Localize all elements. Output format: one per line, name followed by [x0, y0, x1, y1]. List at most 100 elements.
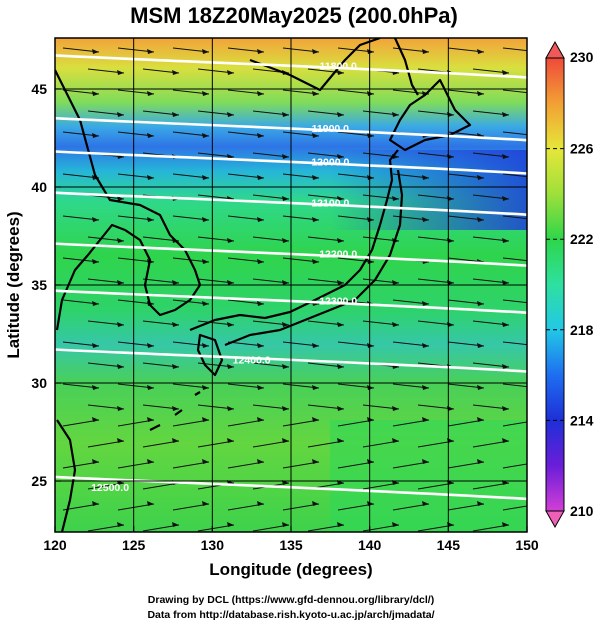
height-contour — [55, 116, 527, 142]
streamline-arrow — [117, 438, 124, 443]
streamline-arrow — [92, 417, 99, 422]
streamline-arrow — [422, 217, 429, 222]
colorbar-top-arrow — [545, 40, 565, 59]
streamline-arrow — [202, 49, 209, 54]
streamline-arrow — [502, 438, 509, 443]
streamline-arrow — [257, 417, 264, 422]
colorbar-tick-label: 214 — [570, 412, 594, 428]
y-axis: 25 30 35 40 45 — [31, 81, 61, 489]
streamline-arrow — [367, 133, 374, 138]
streamline-arrow — [92, 259, 99, 264]
x-tick-label: 130 — [201, 537, 225, 553]
streamline — [502, 463, 527, 469]
streamline-arrow — [502, 406, 509, 411]
streamline-arrow — [117, 406, 124, 411]
streamline — [502, 421, 527, 427]
streamline-arrow — [147, 49, 154, 54]
chart-title: MSM 18Z20May2025 (200.0hPa) — [130, 3, 458, 28]
contour-label: 12500.0 — [91, 482, 129, 494]
y-tick-label: 45 — [31, 81, 47, 97]
streamline-arrow — [227, 322, 234, 327]
streamline-arrow — [312, 259, 319, 264]
streamline-arrow — [532, 259, 539, 264]
streamline-arrow — [477, 49, 484, 54]
coastline-honshu-south — [224, 169, 404, 347]
streamline-arrow — [477, 217, 484, 222]
streamline-arrow — [392, 406, 399, 411]
streamline-arrow — [392, 522, 399, 527]
streamline-arrow — [367, 459, 374, 464]
height-contour — [55, 54, 527, 79]
colorbar-body — [545, 57, 565, 512]
streamline-arrow — [337, 364, 344, 369]
streamline-arrow — [147, 417, 154, 422]
streamline-arrow — [92, 301, 99, 306]
streamline-arrow — [202, 259, 209, 264]
streamline-arrow — [92, 49, 99, 54]
streamline-arrow — [257, 217, 264, 222]
streamline-arrow — [502, 522, 509, 527]
contour-label: 12200.0 — [319, 249, 357, 261]
streamline-arrow — [202, 133, 209, 138]
streamline-arrow — [117, 322, 124, 327]
streamline-arrow — [367, 343, 374, 348]
streamline-arrow — [92, 385, 99, 390]
streamline-arrow — [312, 501, 319, 506]
streamline — [502, 299, 527, 304]
streamline-arrow — [282, 238, 289, 243]
streamline-arrow — [117, 364, 124, 369]
streamline-arrow — [227, 364, 234, 369]
streamline-arrow — [422, 343, 429, 348]
streamline-arrow — [337, 322, 344, 327]
x-tick-label: 140 — [358, 537, 382, 553]
streamline-arrow — [337, 196, 344, 201]
streamline-arrow — [337, 238, 344, 243]
streamline-arrow — [227, 70, 234, 75]
contour-label: 11900.0 — [312, 123, 350, 135]
streamline-arrow — [257, 501, 264, 506]
streamline-arrow — [257, 459, 264, 464]
streamline-arrow — [337, 70, 344, 75]
streamline-arrow — [257, 49, 264, 54]
y-tick-label: 35 — [31, 277, 47, 293]
streamline-arrow — [227, 112, 234, 117]
streamline-arrow — [312, 217, 319, 222]
height-contour — [55, 289, 527, 314]
colorbar-bottom-arrow — [545, 510, 565, 529]
height-contour — [55, 150, 527, 175]
streamline-arrow — [367, 217, 374, 222]
credit-drawing: Drawing by DCL (https://www.gfd-dennou.o… — [148, 594, 434, 606]
streamline-arrow — [392, 112, 399, 117]
streamline-arrow — [202, 385, 209, 390]
streamline-arrow — [477, 459, 484, 464]
coastline-honshu — [189, 149, 399, 332]
streamline-arrow — [532, 217, 539, 222]
streamline-arrow — [337, 522, 344, 527]
streamline-arrow — [532, 417, 539, 422]
streamline-arrow — [202, 91, 209, 96]
streamline-arrow — [117, 280, 124, 285]
streamline-arrow — [147, 175, 154, 180]
credit-data: Data from http://database.rish.kyoto-u.a… — [147, 609, 434, 621]
lat-lon-grid — [55, 38, 527, 532]
streamline-arrow — [172, 364, 179, 369]
height-contour — [55, 242, 527, 267]
streamline-arrow — [312, 343, 319, 348]
colorbar-tick-label: 218 — [570, 322, 594, 338]
streamline-arrow — [147, 501, 154, 506]
streamline-arrow — [502, 280, 509, 285]
height-contour — [55, 348, 527, 373]
streamline-arrow — [477, 175, 484, 180]
streamline-arrow — [392, 438, 399, 443]
streamline-arrow — [117, 238, 124, 243]
streamline-arrow — [477, 385, 484, 390]
contour-label: 12000.0 — [311, 157, 349, 169]
streamline-arrow — [227, 238, 234, 243]
streamline — [502, 505, 527, 511]
streamline-arrow — [532, 501, 539, 506]
streamline-arrow — [502, 238, 509, 243]
streamline-arrow — [147, 217, 154, 222]
colorbar-tick-label: 230 — [570, 49, 594, 65]
streamline-arrow — [282, 522, 289, 527]
streamline — [502, 131, 527, 136]
